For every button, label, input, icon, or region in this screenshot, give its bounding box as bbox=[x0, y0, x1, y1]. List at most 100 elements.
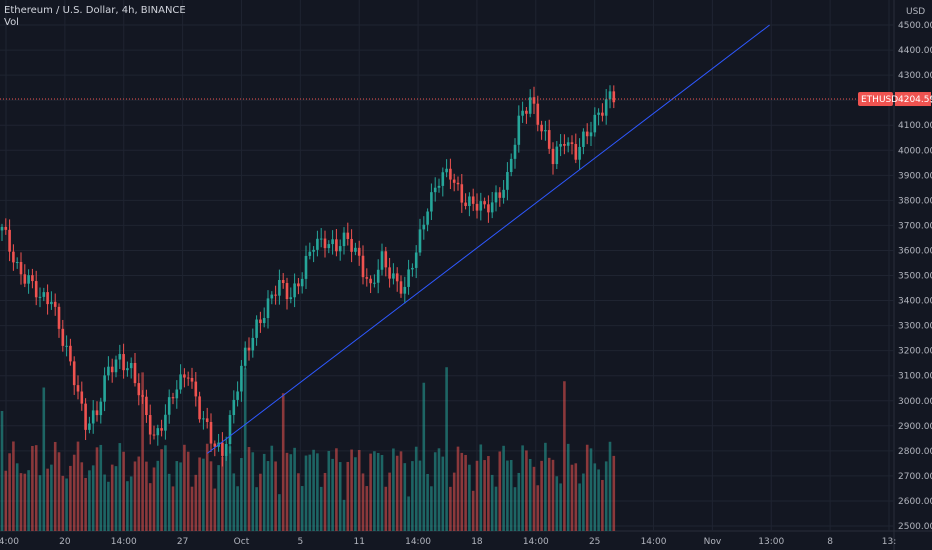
candle-body bbox=[19, 262, 23, 275]
candle-body bbox=[373, 282, 376, 284]
candle-body bbox=[350, 238, 353, 252]
candle-body bbox=[152, 434, 156, 436]
volume-bar bbox=[42, 387, 46, 531]
volume-bar bbox=[563, 381, 566, 531]
volume-bar bbox=[152, 467, 156, 531]
candle-body bbox=[61, 328, 65, 346]
volume-bar bbox=[414, 446, 418, 531]
y-tick-label: 4300.00 bbox=[898, 71, 932, 81]
volume-bar bbox=[354, 457, 357, 531]
x-axis[interactable]: 14:00 20 14:00 27 Oct 5 11 14:00 18 14:00 25 14:00 N… bbox=[0, 537, 896, 547]
volume-bar bbox=[179, 462, 182, 531]
y-axis[interactable]: 2500.00 2600.00 2700.00 2800.00 2900.00 3000.… bbox=[898, 21, 932, 532]
candle-body bbox=[156, 428, 160, 436]
volume-bar bbox=[566, 443, 570, 531]
candle-body bbox=[300, 278, 304, 287]
x-tick-label: 20 bbox=[59, 537, 71, 547]
volume-bar bbox=[46, 468, 49, 531]
candle-body bbox=[323, 238, 327, 249]
candle-body bbox=[42, 292, 46, 297]
x-tick-label: 14:00 bbox=[523, 537, 549, 547]
candle-body bbox=[521, 110, 524, 116]
y-tick-label: 3700.00 bbox=[898, 221, 932, 231]
volume-bar bbox=[582, 473, 585, 531]
volume-bar bbox=[555, 476, 559, 531]
trendline[interactable] bbox=[206, 24, 770, 454]
volume-bar bbox=[186, 451, 190, 531]
volume-bar bbox=[540, 460, 543, 531]
candle-body bbox=[395, 273, 399, 282]
volume-bar bbox=[589, 448, 593, 531]
volume-bar bbox=[346, 461, 350, 531]
y-tick-label: 3000.00 bbox=[898, 397, 932, 407]
x-tick-label: 14:00 bbox=[405, 537, 431, 547]
candle-body bbox=[487, 204, 490, 213]
legend-volume[interactable]: Vol bbox=[4, 17, 19, 28]
candle-body bbox=[167, 397, 171, 415]
y-tick-label: 3300.00 bbox=[898, 322, 932, 332]
volume-bar bbox=[278, 494, 281, 531]
volume-bar bbox=[608, 441, 612, 531]
candle-body bbox=[585, 131, 589, 137]
volume-bar bbox=[53, 441, 57, 531]
volume-bar bbox=[384, 486, 388, 531]
y-tick-label: 4500.00 bbox=[898, 21, 932, 31]
y-tick-label: 3600.00 bbox=[898, 246, 932, 256]
candle-body bbox=[198, 396, 201, 420]
candle-body bbox=[15, 262, 19, 264]
candle-body bbox=[319, 238, 323, 240]
candle-body bbox=[278, 279, 281, 296]
candle-body bbox=[563, 144, 566, 146]
volume-bar bbox=[449, 486, 452, 531]
price-tag-symbol: ETHUSD bbox=[861, 95, 898, 105]
candle-body bbox=[270, 294, 274, 299]
volume-bar bbox=[19, 473, 23, 531]
volume-bar bbox=[361, 473, 365, 531]
volume-bar bbox=[27, 470, 30, 531]
volume-bar bbox=[525, 450, 528, 531]
candle-body bbox=[251, 337, 255, 351]
chart-legend: Ethereum / U.S. Dollar, 4h, BINANCE Vol bbox=[4, 5, 186, 29]
volume-bar bbox=[285, 452, 289, 531]
candle-body bbox=[38, 296, 42, 298]
candle-body bbox=[236, 391, 239, 400]
volume-bar bbox=[570, 464, 574, 531]
candle-body bbox=[53, 301, 57, 307]
candle-body bbox=[582, 131, 585, 147]
volume-bar bbox=[426, 473, 429, 531]
candle-body bbox=[574, 144, 578, 160]
candle-body bbox=[126, 368, 129, 371]
volume-bar bbox=[323, 472, 327, 531]
volume-bar bbox=[281, 393, 285, 531]
candle-body bbox=[91, 410, 95, 424]
volume-bar bbox=[319, 486, 323, 531]
candle-body bbox=[133, 362, 137, 384]
volume-bar bbox=[171, 486, 175, 531]
legend-symbol[interactable]: Ethereum / U.S. Dollar, 4h, BINANCE bbox=[4, 5, 186, 16]
volume-bar bbox=[483, 460, 486, 531]
candle-body bbox=[547, 130, 551, 149]
volume-bar bbox=[213, 488, 217, 531]
volume-bar bbox=[407, 496, 410, 531]
volume-bar bbox=[126, 481, 129, 531]
volume-bar bbox=[243, 368, 247, 531]
volume-bar bbox=[517, 472, 521, 531]
volume-bar bbox=[141, 372, 144, 531]
candle-body bbox=[175, 389, 179, 399]
y-tick-label: 3800.00 bbox=[898, 196, 932, 206]
volume-bar bbox=[399, 451, 403, 531]
volume-bar bbox=[574, 463, 578, 531]
volume-bar bbox=[551, 459, 555, 531]
volume-bar bbox=[50, 464, 53, 531]
volume-bar bbox=[403, 463, 407, 531]
x-tick-label: 13: bbox=[882, 537, 896, 547]
candle-body bbox=[304, 255, 308, 279]
candle-body bbox=[308, 251, 312, 256]
y-tick-label: 2800.00 bbox=[898, 447, 932, 457]
y-tick-label: 2500.00 bbox=[898, 522, 932, 532]
volume-bar bbox=[411, 461, 414, 531]
volume-bar bbox=[601, 479, 604, 531]
volume-bar bbox=[373, 451, 376, 531]
